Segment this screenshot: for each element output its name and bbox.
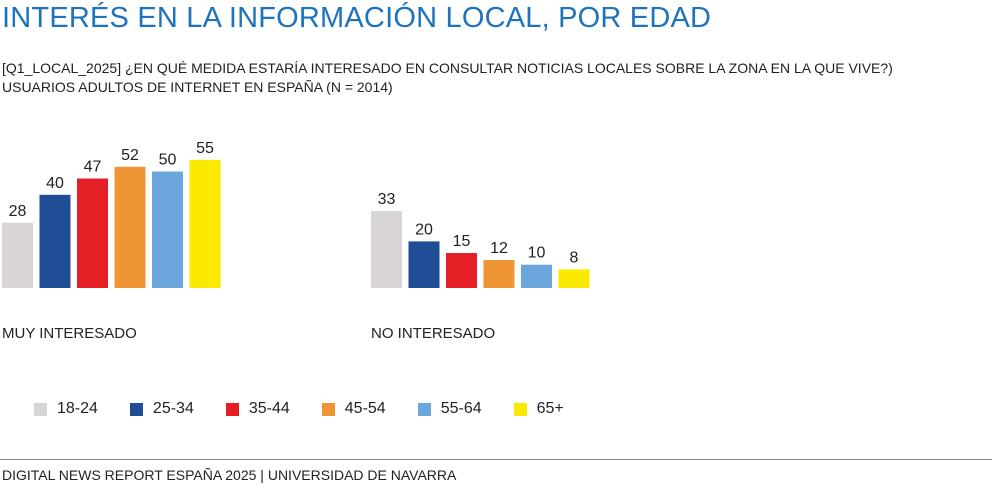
footer-credit: DIGITAL NEWS REPORT ESPAÑA 2025 | UNIVER… [2, 467, 457, 483]
data-label-muy-interesado-35-44: 47 [84, 158, 102, 175]
data-label-no-interesado-65: 8 [570, 249, 579, 266]
legend-swatch [129, 402, 143, 416]
legend-item-18-24: 18-24 [34, 400, 98, 418]
data-label-no-interesado-45-54: 12 [490, 240, 508, 257]
subtitle-line-1: [Q1_LOCAL_2025] ¿EN QUÉ MEDIDA ESTARÍA I… [2, 60, 893, 76]
bar-muy-interesado-55-64 [152, 171, 183, 288]
legend-label: 18-24 [57, 400, 98, 417]
bar-no-interesado-25-34 [408, 241, 440, 288]
chart-legend: 18-24 25-34 35-44 45-54 55-64 65+ [34, 400, 596, 418]
legend-label: 65+ [536, 400, 564, 417]
bar-no-interesado-65 [558, 269, 590, 288]
data-label-muy-interesado-18-24: 28 [9, 203, 27, 220]
data-label-no-interesado-18-24: 33 [378, 191, 396, 208]
bar-muy-interesado-45-54 [114, 166, 146, 288]
chart-title: INTERÉS EN LA INFORMACIÓN LOCAL, POR EDA… [2, 2, 712, 34]
subtitle-line-2: USUARIOS ADULTOS DE INTERNET EN ESPAÑA (… [2, 79, 393, 95]
data-label-no-interesado-25-34: 20 [415, 221, 433, 238]
legend-item-25-34: 25-34 [129, 400, 194, 418]
legend-label: 35-44 [248, 400, 290, 417]
bar-no-interesado-45-54 [483, 260, 515, 288]
bar-muy-interesado-25-34 [39, 194, 71, 288]
legend-swatch [417, 402, 431, 416]
data-label-muy-interesado-55-64: 50 [159, 152, 177, 169]
legend-swatch [225, 402, 239, 416]
data-label-no-interesado-55-64: 10 [528, 245, 546, 262]
bar-muy-interesado-35-44 [77, 178, 108, 288]
legend-swatch [321, 402, 335, 416]
category-label-no-interesado: NO INTERESADO [371, 325, 495, 342]
bar-muy-interesado-65 [189, 159, 221, 288]
category-label-muy-interesado: MUY INTERESADO [2, 325, 137, 342]
legend-swatch [34, 402, 47, 416]
data-label-muy-interesado-45-54: 52 [121, 147, 139, 164]
bar-no-interesado-35-44 [446, 253, 477, 288]
legend-item-45-54: 45-54 [321, 400, 386, 418]
bar-muy-interesado-18-24 [2, 222, 33, 288]
legend-label: 25-34 [152, 400, 194, 417]
legend-label: 45-54 [344, 400, 386, 417]
bar-no-interesado-55-64 [521, 264, 552, 288]
legend-swatch [513, 402, 527, 416]
legend-item-35-44: 35-44 [225, 400, 290, 418]
chart-subtitle: [Q1_LOCAL_2025] ¿EN QUÉ MEDIDA ESTARÍA I… [2, 59, 893, 97]
data-label-no-interesado-35-44: 15 [453, 233, 471, 250]
legend-item-65: 65+ [513, 400, 564, 418]
legend-label: 55-64 [440, 400, 482, 417]
data-label-muy-interesado-25-34: 40 [46, 175, 64, 192]
bar-no-interesado-18-24 [371, 211, 402, 288]
data-label-muy-interesado-65: 55 [196, 140, 214, 157]
legend-item-55-64: 55-64 [417, 400, 482, 418]
footer-divider [0, 459, 992, 460]
bar-chart: 28 40 47 52 50 55 MUY INTERESADO 33 20 15 12 10 8 NO … [2, 140, 590, 342]
